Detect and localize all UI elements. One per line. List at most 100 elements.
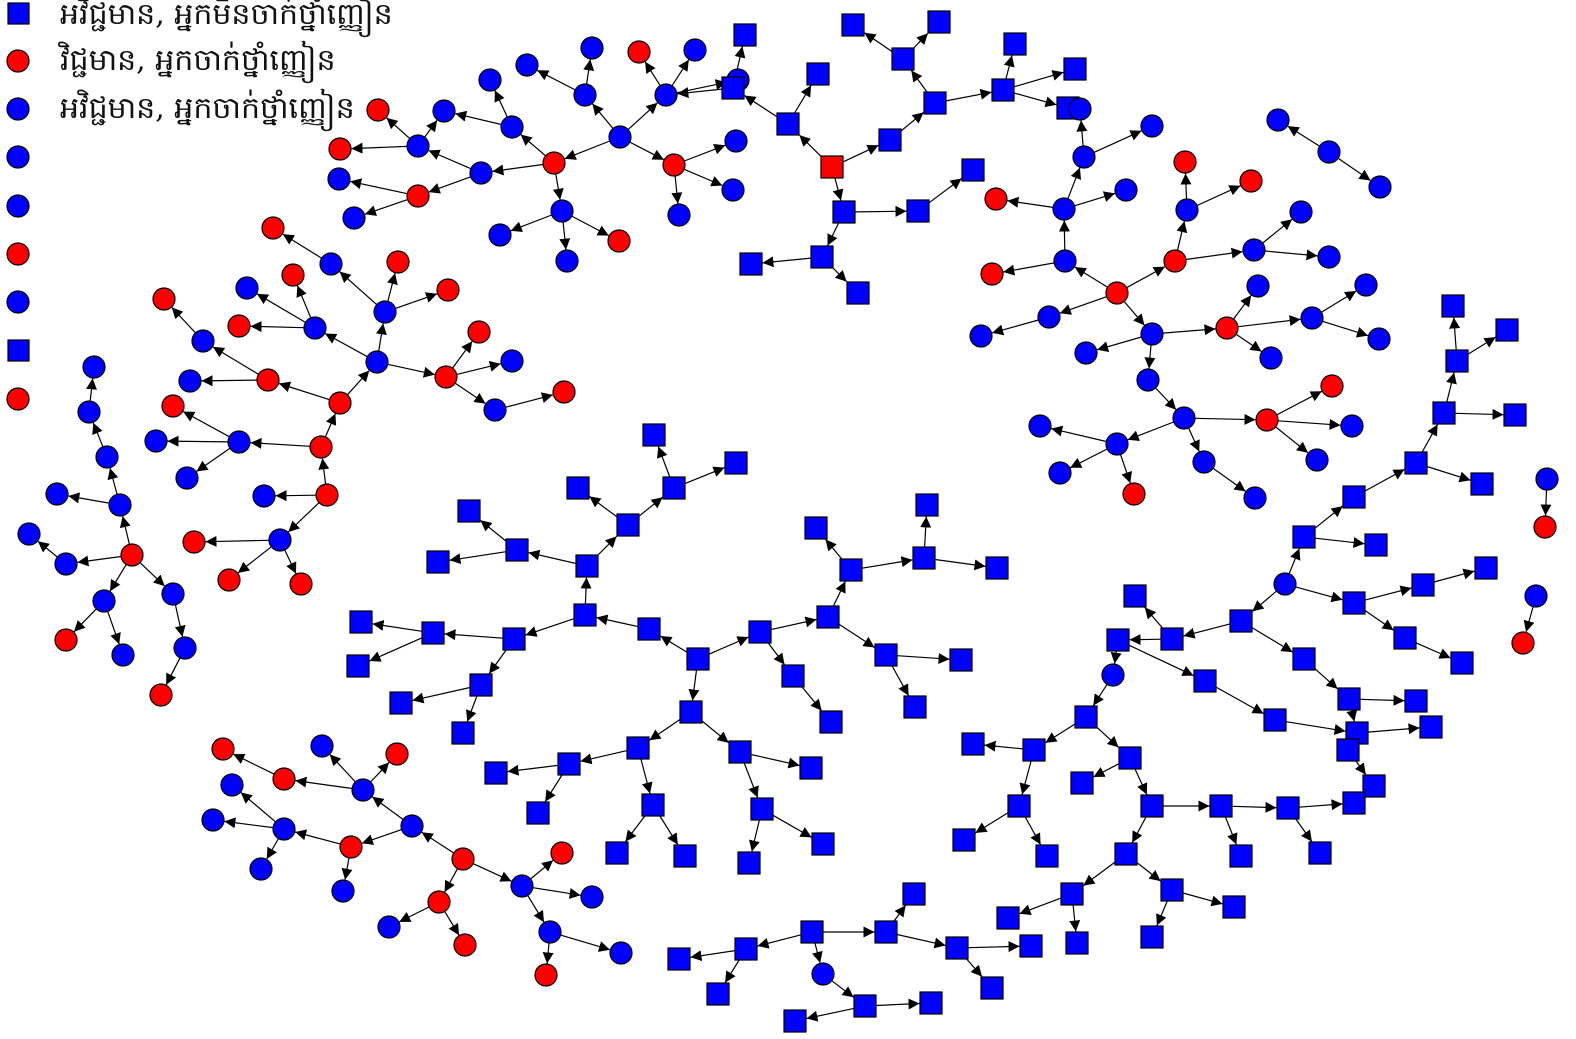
edge-g20-g26 [838, 623, 875, 649]
edge-b26-b29 [454, 382, 486, 405]
legend-item-4 [6, 194, 30, 218]
node-b9 [303, 316, 327, 340]
node-g5 [662, 476, 686, 500]
node-i15 [580, 885, 604, 909]
node-e31 [1122, 482, 1146, 506]
edge-b17-b20 [196, 447, 231, 472]
edge-b3-b4 [376, 323, 387, 352]
edge-a3-a4 [86, 378, 97, 402]
edge-a8-a9 [73, 608, 97, 633]
edge-d16-d18 [1013, 70, 1064, 88]
node-b14 [191, 329, 215, 353]
edge-f30-f36 [1096, 726, 1120, 748]
edge-f31-f32 [984, 740, 1024, 752]
legend: អវិជ្ជមាន, អ្នកមិនចាក់ថ្នាំញ្ញៀន វិជ្ជមា… [6, 0, 393, 411]
node-g1 [637, 617, 661, 641]
edge-g12-g13 [444, 629, 504, 641]
node-e2 [1052, 197, 1076, 221]
node-b26 [434, 365, 458, 389]
edge-g39-g41 [743, 762, 759, 798]
node-e22 [1259, 346, 1283, 370]
legend-marker-7 [7, 339, 30, 362]
node-b4 [373, 300, 397, 324]
node-g32 [626, 736, 650, 760]
node-g43 [737, 851, 761, 875]
node-f9 [1470, 472, 1494, 496]
edge-g32-g36 [640, 758, 653, 794]
edge-h6-h7 [967, 941, 1020, 953]
legend-marker-4 [6, 194, 30, 218]
node-g8 [566, 476, 590, 500]
edge-g0-g1 [660, 635, 688, 653]
edge-f4-f5 [1446, 372, 1457, 403]
edge-d8-d10 [832, 267, 848, 283]
edge-g2-g3 [580, 577, 592, 605]
node-e6 [984, 187, 1008, 211]
edge-e15-e16 [1262, 218, 1293, 244]
edge-g4-g8 [589, 495, 618, 518]
node-g7 [724, 451, 748, 475]
node-g28 [903, 695, 927, 719]
edge-e32-e33 [1212, 467, 1246, 492]
edge-i7-i8 [294, 829, 341, 845]
node-f25 [1362, 774, 1386, 798]
node-b20 [175, 466, 199, 490]
edge-f12-f13 [1433, 568, 1475, 583]
node-e25 [1367, 327, 1391, 351]
node-f29 [1263, 708, 1287, 732]
edge-g2-g12 [525, 618, 575, 637]
node-e38 [1266, 108, 1290, 132]
node-d4 [806, 62, 830, 86]
edge-f33-f34 [975, 812, 1009, 834]
node-h8 [980, 976, 1004, 1000]
node-i12 [331, 879, 355, 903]
edge-f40-f41 [1298, 799, 1343, 811]
node-f19 [1292, 647, 1316, 671]
node-h1 [734, 937, 758, 961]
legend-marker-3 [6, 145, 30, 169]
edge-c22-c23 [684, 144, 726, 162]
node-e32 [1192, 450, 1216, 474]
edge-g13-g14 [372, 620, 423, 632]
node-b27 [467, 320, 491, 344]
edge-g16-g17 [412, 686, 471, 704]
edge-e0-e1 [1074, 266, 1108, 288]
legend-marker-2 [6, 97, 30, 121]
node-a1 [108, 493, 132, 517]
edge-h0-h1 [757, 934, 802, 949]
node-i14 [550, 841, 574, 865]
node-c21 [683, 38, 707, 62]
edge-f39-f42 [1224, 816, 1238, 845]
legend-item-3 [6, 145, 30, 169]
edge-b17-b19 [167, 435, 229, 447]
node-g9 [505, 538, 529, 562]
edge-i13-i14 [530, 859, 554, 880]
node-b5 [386, 250, 410, 274]
edge-f3-f9 [1426, 465, 1471, 483]
edge-d16-d19 [1013, 92, 1057, 108]
node-e26 [1136, 368, 1160, 392]
edge-d0-d11 [842, 144, 879, 163]
node-d8 [810, 245, 834, 269]
node-f11 [1342, 591, 1366, 615]
node-g36 [641, 793, 665, 817]
edge-a8-a10 [107, 611, 121, 645]
legend-item-2: អវិជ្ជមាន, អ្នកចាក់ថ្នាំញ្ញៀន [6, 88, 355, 132]
node-e16 [1289, 200, 1313, 224]
edge-c19-c20 [644, 61, 661, 87]
node-g13 [421, 621, 445, 645]
node-f36 [1118, 746, 1142, 770]
edge-b4-b7 [339, 271, 378, 306]
node-g29 [781, 664, 805, 688]
node-a0 [120, 543, 144, 567]
node-f31 [1022, 738, 1046, 762]
node-f24 [1336, 738, 1360, 762]
node-e11 [1163, 249, 1187, 273]
edge-f24-f25 [1354, 760, 1367, 775]
edge-c16-c18 [583, 59, 595, 85]
node-d0 [820, 155, 844, 179]
edge-g41-g43 [749, 819, 760, 852]
node-c2 [469, 161, 493, 185]
node-g30 [819, 710, 843, 734]
